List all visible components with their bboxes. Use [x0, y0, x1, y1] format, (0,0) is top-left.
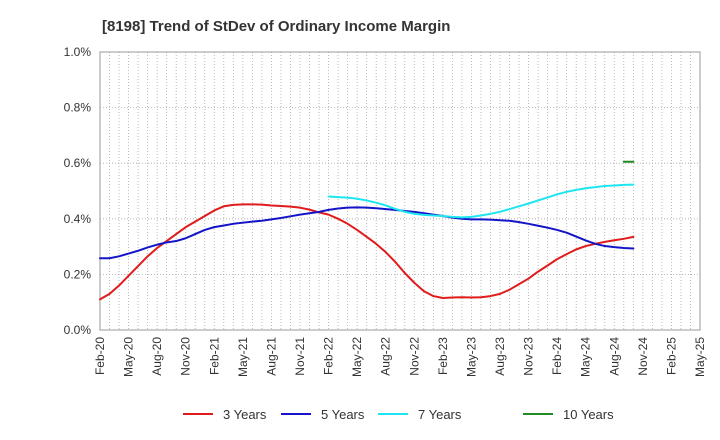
legend-label-7-years: 7 Years — [418, 407, 462, 422]
x-tick-label: May-23 — [464, 337, 478, 377]
series-line-3-years — [99, 203, 635, 301]
y-tick-label: 0.2% — [64, 267, 92, 281]
x-tick-label: Feb-21 — [207, 337, 221, 375]
grid-layer — [100, 52, 700, 330]
x-tick-label: Nov-23 — [522, 337, 536, 376]
x-tick-label: Feb-24 — [550, 337, 564, 375]
x-tick-label: Aug-22 — [379, 337, 393, 376]
x-tick-label: Nov-24 — [636, 337, 650, 376]
x-axis: Feb-20 May-20 Aug-20 Nov-20 Feb-21 May-21 Aug-… — [93, 337, 707, 377]
y-tick-label: 0.0% — [64, 323, 92, 337]
x-tick-label: Nov-21 — [293, 337, 307, 376]
plot-frame — [99, 51, 701, 331]
legend: 3 Years 5 Years 7 Years 10 Years — [183, 407, 614, 422]
x-tick-label: Feb-23 — [436, 337, 450, 375]
legend-label-3-years: 3 Years — [223, 407, 267, 422]
y-axis: 0.0% 0.2% 0.4% 0.6% 0.8% 1.0% — [64, 45, 92, 337]
x-tick-label: Aug-20 — [150, 337, 164, 376]
y-tick-label: 0.4% — [64, 212, 92, 226]
x-tick-label: Nov-22 — [407, 337, 421, 376]
series-line-7-years — [327, 183, 635, 219]
x-tick-label: Feb-25 — [664, 337, 678, 375]
x-tick-label: May-24 — [579, 337, 593, 377]
x-tick-label: Feb-22 — [322, 337, 336, 375]
x-tick-label: Feb-20 — [93, 337, 107, 375]
series-layer — [99, 160, 635, 301]
y-tick-label: 0.8% — [64, 101, 92, 115]
x-tick-label: May-21 — [236, 337, 250, 377]
series-line-5-years — [99, 206, 635, 260]
chart-title: [8198] Trend of StDev of Ordinary Income… — [102, 18, 450, 35]
legend-label-5-years: 5 Years — [321, 407, 365, 422]
y-tick-label: 0.6% — [64, 156, 92, 170]
x-tick-label: May-22 — [350, 337, 364, 377]
y-tick-label: 1.0% — [64, 45, 92, 59]
x-tick-label: Aug-24 — [607, 337, 621, 376]
x-tick-label: May-25 — [693, 337, 707, 377]
x-tick-label: Nov-20 — [179, 337, 193, 376]
x-tick-label: Aug-23 — [493, 337, 507, 376]
x-tick-label: Aug-21 — [264, 337, 278, 376]
legend-label-10-years: 10 Years — [563, 407, 614, 422]
x-tick-label: May-20 — [122, 337, 136, 377]
